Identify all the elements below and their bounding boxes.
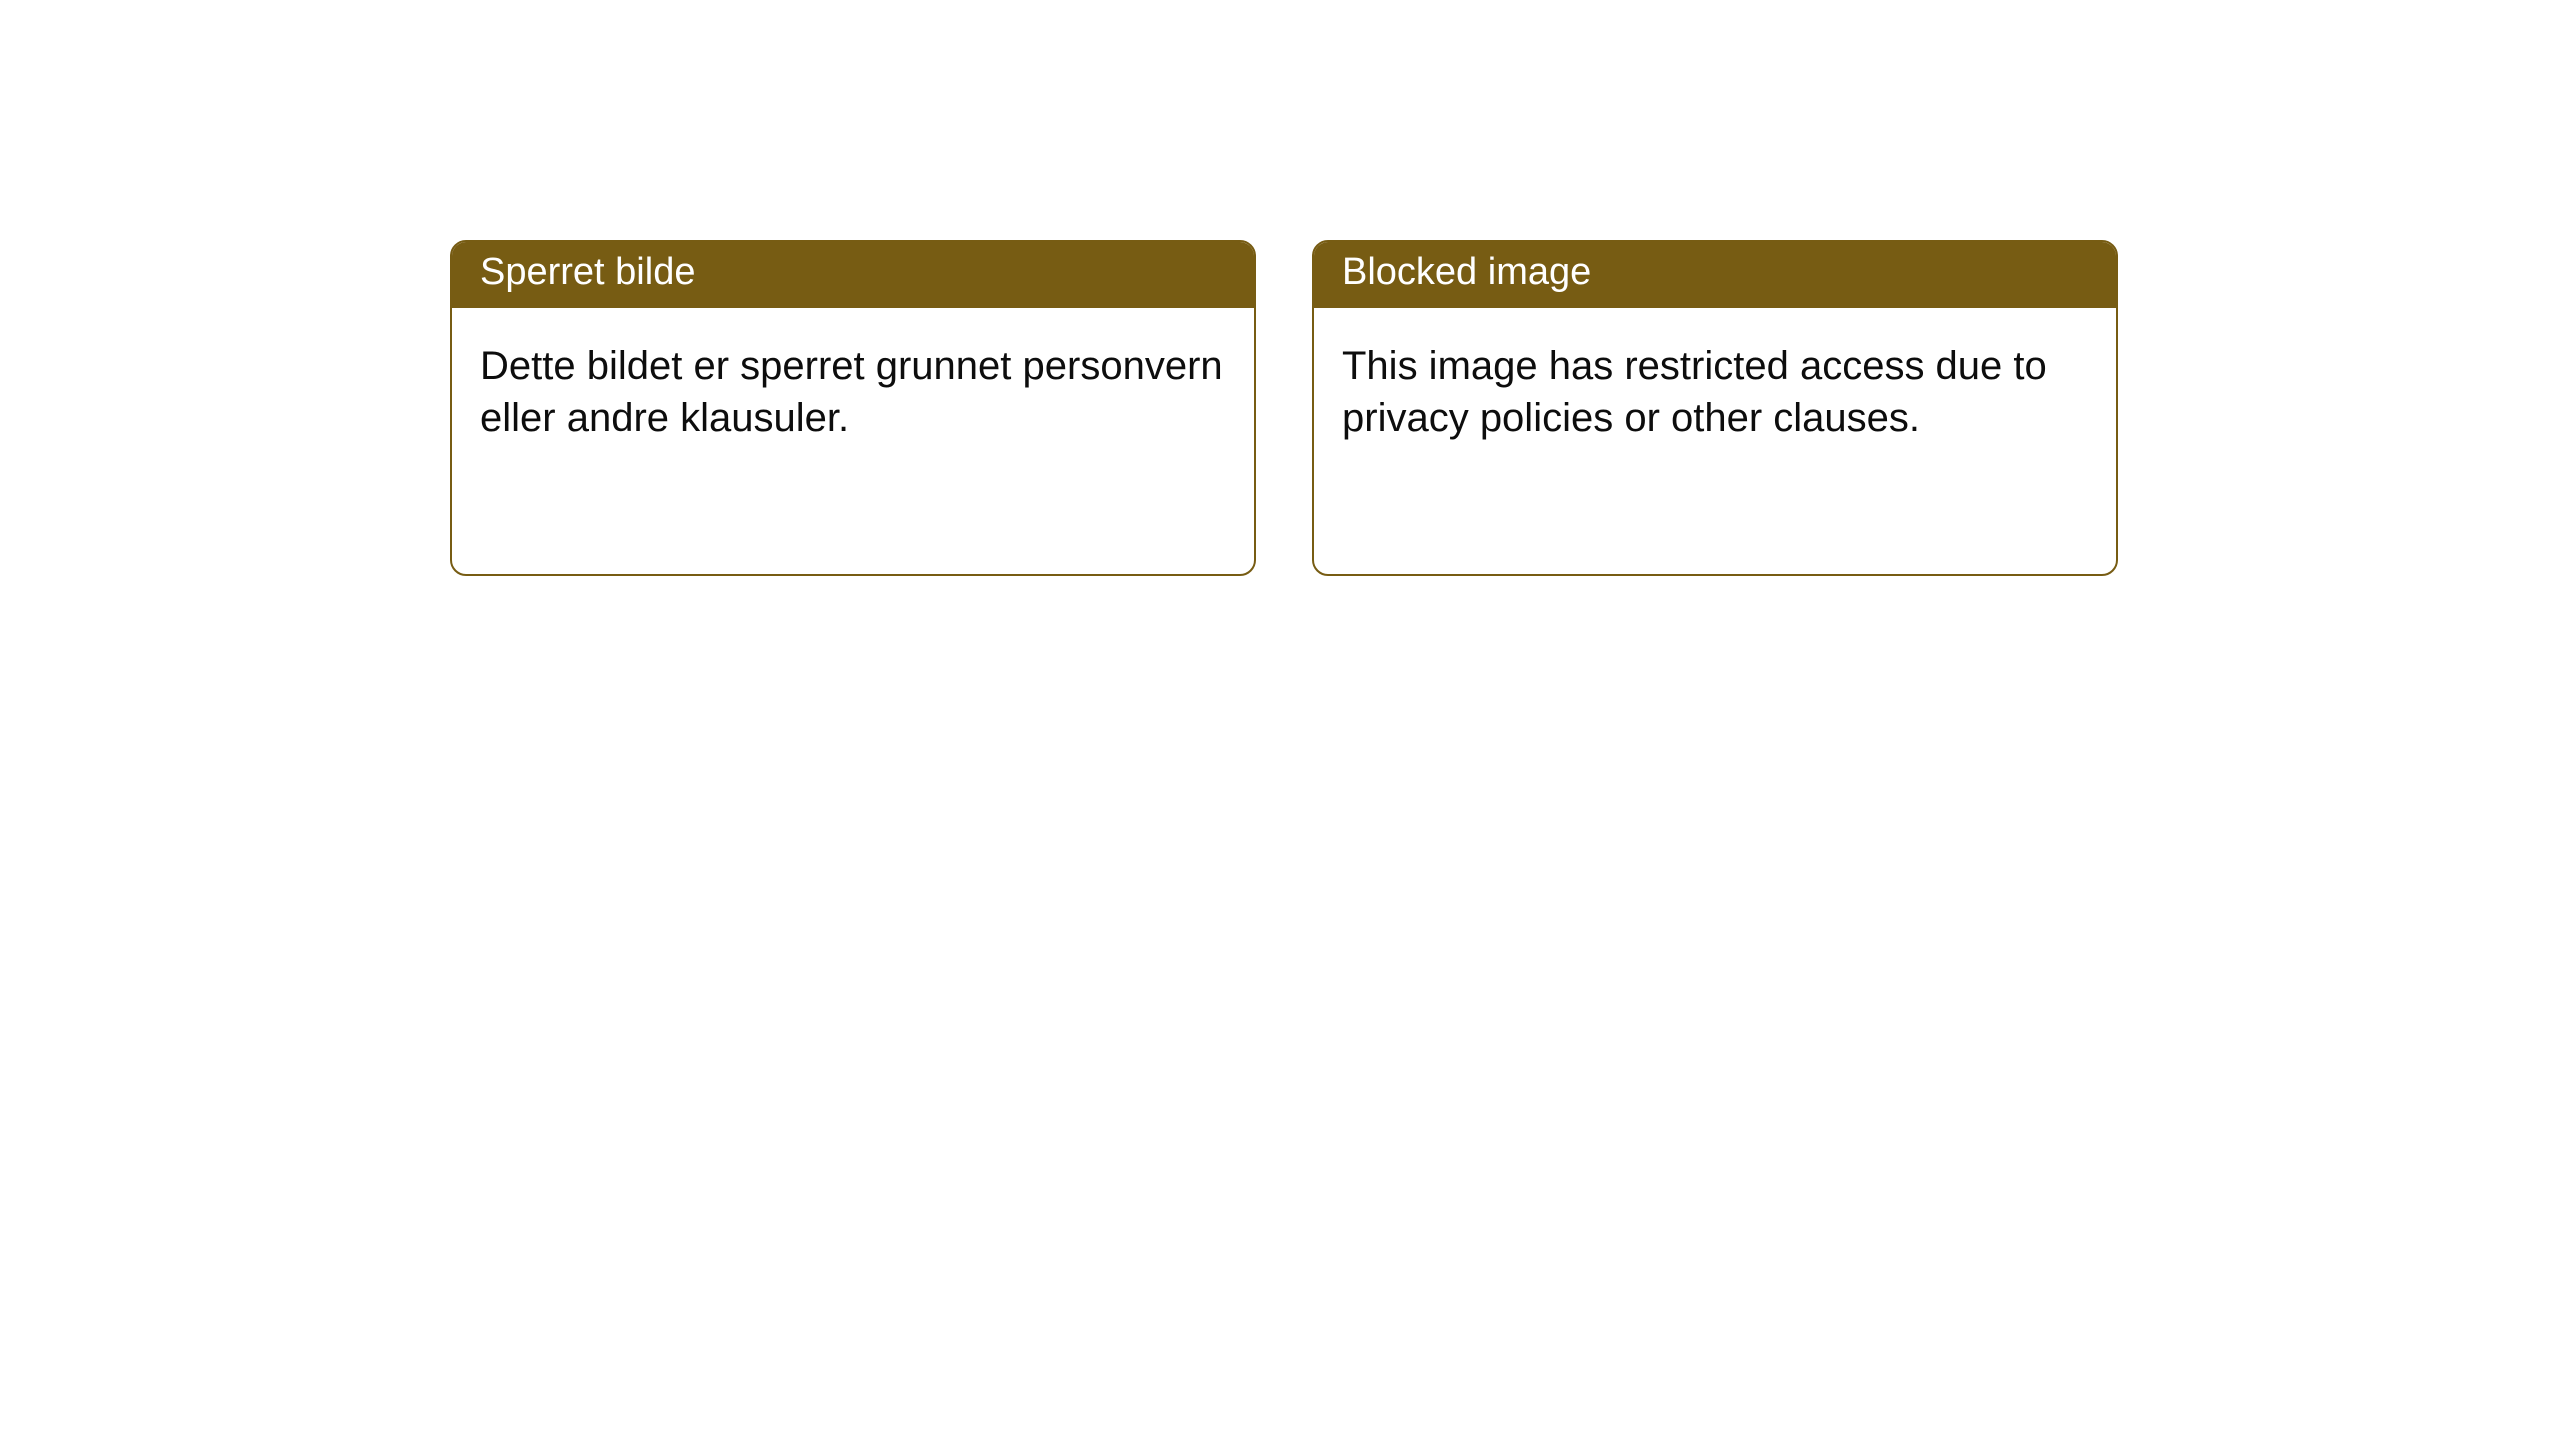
card-header: Blocked image (1314, 242, 2116, 308)
card-body: This image has restricted access due to … (1314, 308, 2116, 476)
notice-container: Sperret bilde Dette bildet er sperret gr… (0, 0, 2560, 576)
notice-card-english: Blocked image This image has restricted … (1312, 240, 2118, 576)
card-header: Sperret bilde (452, 242, 1254, 308)
card-body: Dette bildet er sperret grunnet personve… (452, 308, 1254, 476)
notice-card-norwegian: Sperret bilde Dette bildet er sperret gr… (450, 240, 1256, 576)
